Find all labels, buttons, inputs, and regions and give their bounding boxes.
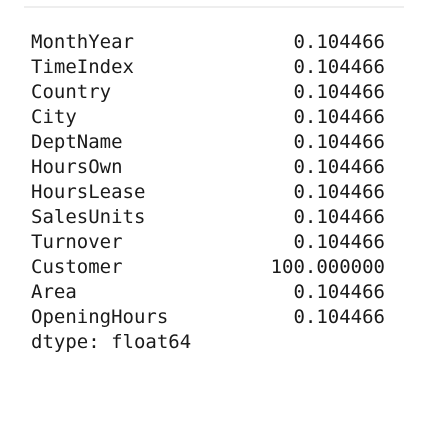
series-index-label: Customer [31, 256, 123, 278]
series-index-label: Country [31, 81, 112, 103]
series-value: 0.104466 [293, 206, 385, 228]
dtype-footer: dtype: float64 [0, 330, 428, 355]
series-row: HoursOwn 0.104466 [0, 155, 428, 180]
series-value: 0.104466 [293, 131, 385, 153]
series-value: 0.104466 [293, 156, 385, 178]
series-value: 0.104466 [293, 181, 385, 203]
series-row: SalesUnits 0.104466 [0, 205, 428, 230]
dtype-label: dtype: float64 [31, 331, 192, 353]
series-value: 100.000000 [270, 256, 385, 278]
series-value: 0.104466 [293, 31, 385, 53]
series-row: HoursLease 0.104466 [0, 180, 428, 205]
series-value: 0.104466 [293, 81, 385, 103]
series-index-label: OpeningHours [31, 306, 169, 328]
series-row: City 0.104466 [0, 105, 428, 130]
series-row: MonthYear 0.104466 [0, 30, 428, 55]
series-row: Turnover 0.104466 [0, 230, 428, 255]
series-row: DeptName 0.104466 [0, 130, 428, 155]
series-value: 0.104466 [293, 281, 385, 303]
series-row: Area 0.104466 [0, 280, 428, 305]
series-index-label: City [31, 106, 77, 128]
series-index-label: DeptName [31, 131, 123, 153]
series-row: OpeningHours 0.104466 [0, 305, 428, 330]
series-value: 0.104466 [293, 231, 385, 253]
cell-divider [24, 6, 404, 8]
series-row: Customer 100.000000 [0, 255, 428, 280]
series-value: 0.104466 [293, 56, 385, 78]
series-index-label: HoursLease [31, 181, 146, 203]
series-value: 0.104466 [293, 106, 385, 128]
series-index-label: MonthYear [31, 31, 134, 53]
series-index-label: TimeIndex [31, 56, 134, 78]
series-index-label: SalesUnits [31, 206, 146, 228]
series-row: Country 0.104466 [0, 80, 428, 105]
series-value: 0.104466 [293, 306, 385, 328]
series-index-label: HoursOwn [31, 156, 123, 178]
series-row: TimeIndex 0.104466 [0, 55, 428, 80]
series-index-label: Area [31, 281, 77, 303]
series-index-label: Turnover [31, 231, 123, 253]
